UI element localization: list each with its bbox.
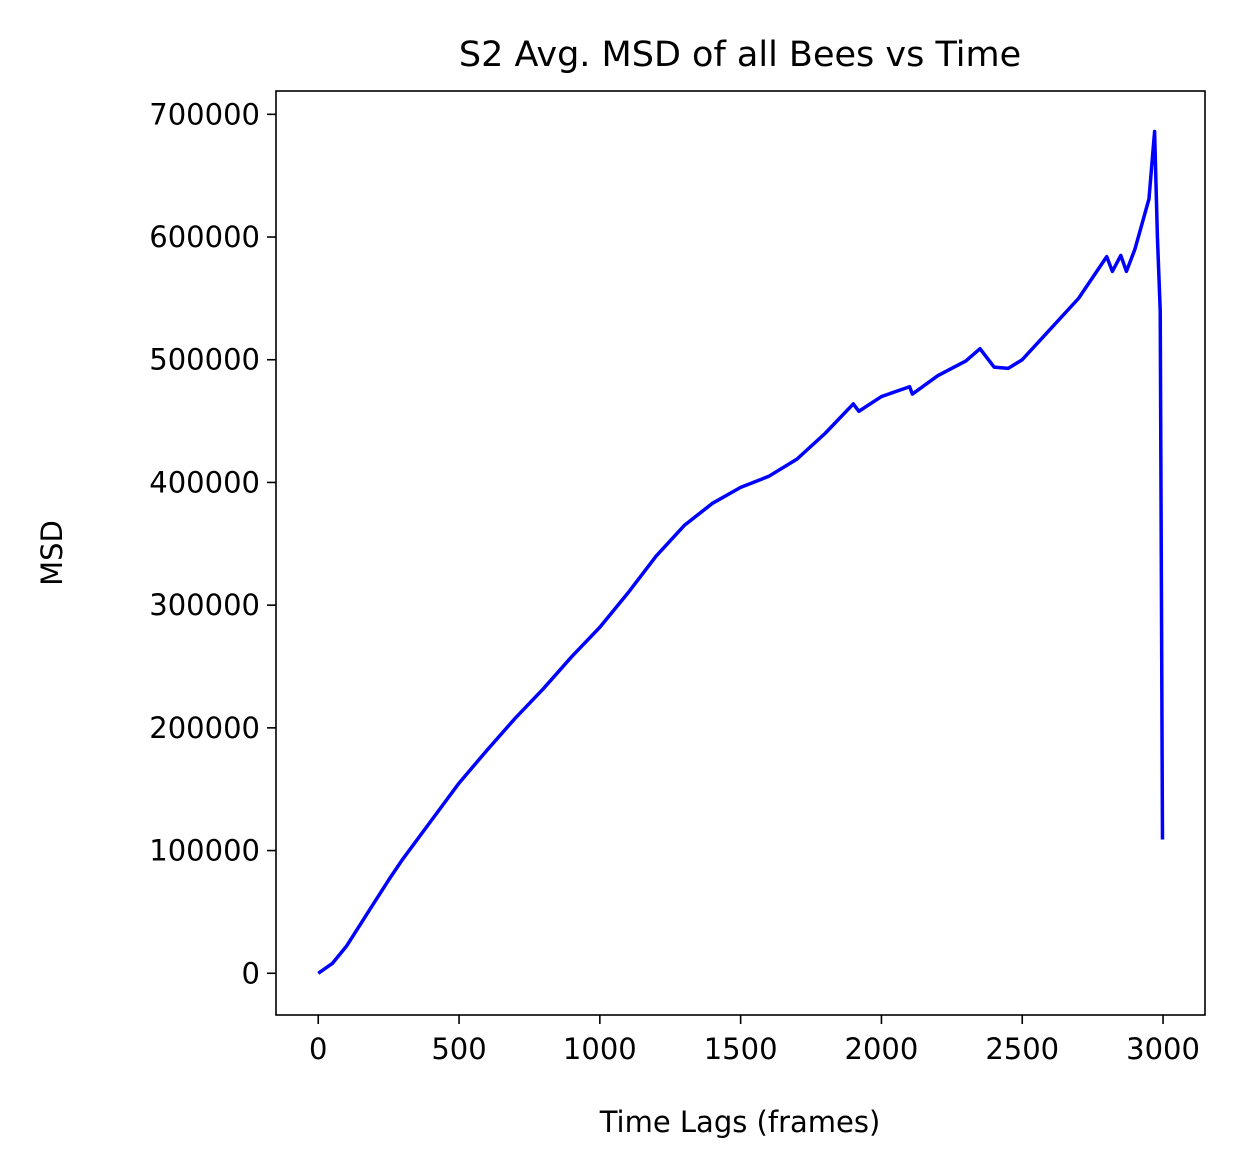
y-tick-label: 300000	[149, 588, 260, 622]
plot-frame	[275, 90, 1206, 1016]
x-tick-label: 0	[309, 1032, 327, 1066]
x-tick-label: 500	[431, 1032, 486, 1066]
x-tick-label: 3000	[1126, 1032, 1200, 1066]
x-axis-label: Time Lags (frames)	[599, 1105, 881, 1139]
x-tick-label: 1500	[704, 1032, 778, 1066]
y-tick-label: 100000	[149, 834, 260, 868]
y-axis-label: MSD	[35, 520, 69, 586]
y-tick-label: 600000	[149, 220, 260, 254]
y-tick-label: 500000	[149, 343, 260, 377]
data-line	[317, 129, 1165, 975]
x-tick-label: 2500	[985, 1032, 1059, 1066]
y-tick-label: 200000	[149, 711, 260, 745]
chart-title: S2 Avg. MSD of all Bees vs Time	[459, 35, 1021, 75]
x-tick-label: 1000	[563, 1032, 637, 1066]
y-tick-label: 0	[242, 956, 260, 990]
x-tick-label: 2000	[845, 1032, 919, 1066]
y-tick-label: 400000	[149, 465, 260, 499]
y-tick-label: 700000	[149, 97, 260, 131]
